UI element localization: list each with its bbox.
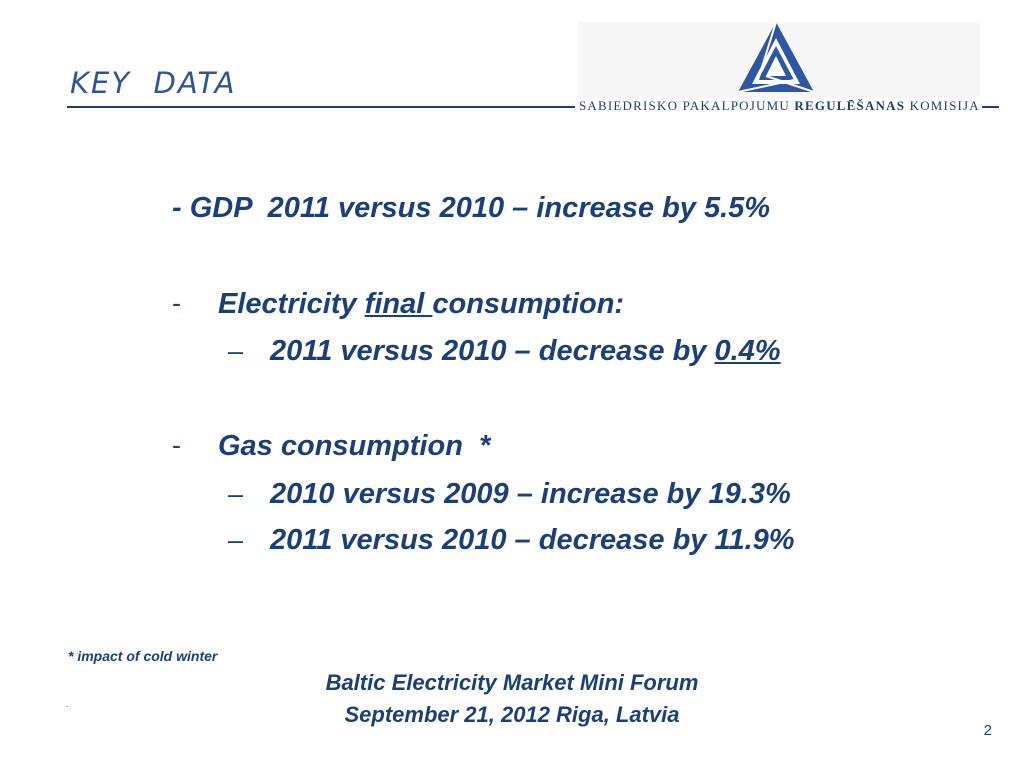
organization-name-part3: KOMISIJA (905, 98, 980, 113)
gas-subitem-2: 2011 versus 2010 – decrease by 11.9% (270, 524, 795, 556)
gas-heading: Gas consumption * (218, 430, 491, 462)
event-date-location: September 21, 2012 Riga, Latvia (344, 702, 680, 727)
title-rule-end (982, 106, 999, 108)
electricity-heading: Electricity final consumption: (218, 288, 624, 321)
event-name: Baltic Electricity Market Mini Forum (325, 670, 699, 695)
electricity-sub-value: 0.4% (714, 335, 781, 367)
organization-name: SABIEDRISKO PAKALPOJUMU REGULĒŠANAS KOMI… (579, 98, 979, 114)
gas-bullet: - (172, 430, 181, 460)
gdp-line: - GDP 2011 versus 2010 – increase by 5.5… (172, 192, 771, 224)
electricity-sub-text: 2011 versus 2010 – decrease by (270, 335, 715, 367)
page-number: 2 (983, 722, 992, 739)
slide-title: KEY DATA (70, 66, 237, 100)
title-rule (67, 106, 575, 108)
electricity-label-end: consumption: (432, 288, 625, 320)
organization-name-part2: REGULĒŠANAS (794, 98, 906, 113)
gas-subitem-1: 2010 versus 2009 – increase by 19.3% (270, 478, 791, 510)
electricity-sub-dash: – (228, 336, 244, 366)
regulator-logo-icon (737, 21, 815, 93)
footer-mark (66, 706, 68, 707)
electricity-bullet: - (172, 288, 181, 318)
gas-sub2-dash: – (228, 525, 244, 555)
footnote: * impact of cold winter (68, 648, 218, 664)
electricity-label-final: final (364, 288, 433, 320)
gas-sub1-dash: – (228, 479, 244, 509)
organization-name-part1: SABIEDRISKO PAKALPOJUMU (579, 98, 795, 113)
electricity-label-start: Electricity (218, 288, 365, 320)
electricity-subitem: 2011 versus 2010 – decrease by 0.4% (270, 335, 781, 368)
